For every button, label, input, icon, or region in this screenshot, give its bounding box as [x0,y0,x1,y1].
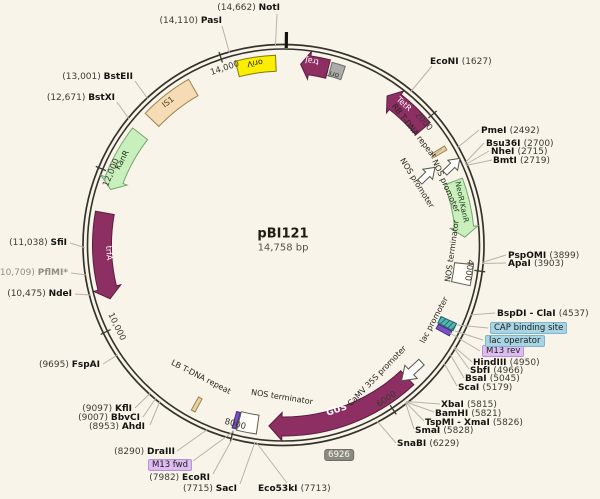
site-label-noti[interactable]: (14,662) NotI [217,2,280,13]
promoter-arrow-glyphs [395,153,465,387]
feature-orit[interactable] [327,61,346,81]
feature-trfa[interactable] [92,210,123,300]
feature-neor-kanr[interactable] [443,177,480,238]
site-label-pmei[interactable]: PmeI (2492) [481,125,540,136]
site-label-sbfi[interactable]: SbfI (4966) [470,365,524,376]
feature-shapes [92,49,480,442]
site-label-eco53ki[interactable]: Eco53kI (7713) [258,483,331,494]
tick-label-4000: 4000 [461,258,475,281]
promoter-glyph-nos-promoter[interactable] [415,162,440,187]
plasmid-size: 14,758 bp [257,242,309,254]
leader-lines [69,13,507,485]
feature-lb-t-dna-repeat[interactable] [190,396,203,413]
feature-m13-rev[interactable] [435,323,453,337]
feature-oriv[interactable] [234,54,277,78]
site-label-snabi[interactable]: SnaBI (6229) [397,439,460,449]
badge-lac-operator[interactable]: lac operator [485,334,545,347]
feature-m13-fwd[interactable] [231,410,241,430]
badge-cap-binding-site[interactable]: CAP binding site [490,322,568,334]
site-label-smai[interactable]: SmaI (5828) [415,425,474,436]
site-label-bstxi[interactable]: (12,671) BstXI [46,92,115,103]
site-label-sfii[interactable]: (11,038) SfiI [9,237,67,248]
site-label-bsu36i[interactable]: Bsu36I (2700) [486,138,554,149]
feature-tetr[interactable] [385,89,431,136]
site-label-fspai[interactable]: (9695) FspAI [38,360,100,370]
promoter-glyph-nos-promoter[interactable] [440,153,465,178]
site-label-saci[interactable]: (7715) SacI [182,483,237,494]
feature-label-trfa[interactable]: trfA [103,245,114,261]
site-label-bsteii[interactable]: (13,001) BstEII [62,71,133,82]
plasmid-name: pBI121 [257,226,309,242]
site-label-pflmi-[interactable]: (10,709) PflMI* [0,267,68,278]
plasmid-backbone-rings [82,43,485,447]
site-label-bsai[interactable]: BsaI (5045) [465,374,520,384]
site-label-ecori[interactable]: (7982) EcoRI [149,472,210,483]
site-label-bspdi-clai[interactable]: BspDI - ClaI (4537) [497,309,589,319]
promoter-glyph-camv-35s-promoter[interactable] [395,355,427,387]
feature-cap-binding-site[interactable] [437,315,458,332]
position-tick-marks [95,31,486,442]
feature-rb-t-dna-repeat[interactable] [431,145,448,159]
feature-kanr[interactable] [99,127,149,191]
site-label-tspmi-xmai[interactable]: TspMI - XmaI (5826) [425,417,523,428]
site-label-xbai[interactable]: XbaI (5815) [441,399,497,410]
site-label-apai[interactable]: ApaI (3903) [508,258,564,269]
site-label-draiii[interactable]: (8290) DraIII [114,447,175,457]
position-badge: 6926 [324,449,354,461]
feature-nos-terminator[interactable] [235,411,260,435]
site-label-kfli[interactable]: (9097) KflI [82,404,132,414]
site-label-bmti[interactable]: BmtI (2719) [493,155,550,166]
site-label-scai[interactable]: ScaI (5179) [458,382,513,393]
feature-nos-terminator[interactable] [451,262,475,287]
feature-is1[interactable] [144,78,199,128]
site-label-econi[interactable]: EcoNI (1627) [430,57,492,67]
site-label-nhei[interactable]: NheI (2715) [491,146,548,157]
site-label-ndei[interactable]: (10,475) NdeI [7,289,72,299]
badge-m13-rev[interactable]: M13 rev [482,345,525,357]
badge-m13-fwd[interactable]: M13 fwd [147,459,192,471]
site-label-pspomi[interactable]: PspOMI (3899) [508,250,580,261]
feature-gus[interactable] [268,370,415,442]
site-label-ahdi[interactable]: (8953) AhdI [89,421,145,432]
site-label-pasi[interactable]: (14,110) PasI [159,16,222,26]
site-label-bamhi[interactable]: BamHI (5821) [435,408,502,419]
feature-traj[interactable] [300,49,332,81]
site-label-bbvci[interactable]: (9007) BbvCI [78,413,140,423]
site-label-hindiii[interactable]: HindIII (4950) [473,357,540,368]
